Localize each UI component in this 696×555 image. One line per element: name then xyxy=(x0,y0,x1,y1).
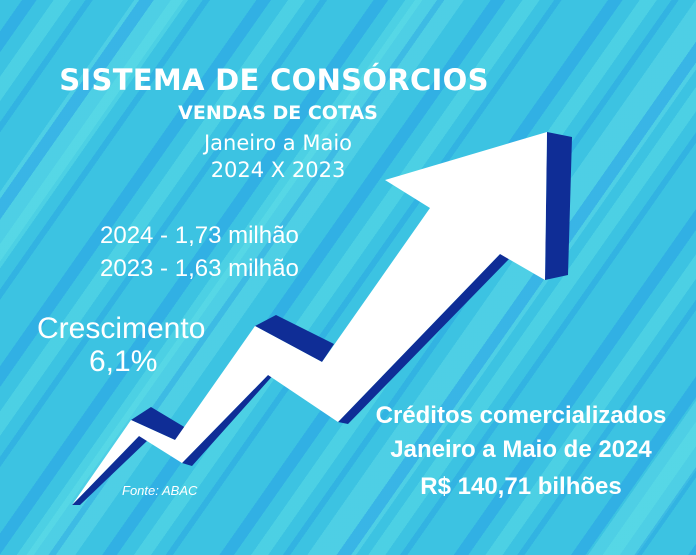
source-note: Fonte: ABAC xyxy=(122,483,198,498)
growth-value: 6,1% xyxy=(89,345,158,378)
growth-label: Crescimento xyxy=(37,312,206,345)
arrow-body xyxy=(72,132,547,505)
credits-value: R$ 140,71 bilhões xyxy=(420,473,622,500)
credits-period: Janeiro a Maio de 2024 xyxy=(390,436,652,463)
comparison-label: 2024 X 2023 xyxy=(210,158,346,182)
page-title: SISTEMA DE CONSÓRCIOS xyxy=(59,63,489,97)
credits-title: Créditos comercializados xyxy=(375,402,667,429)
period-label: Janeiro a Maio xyxy=(203,131,353,155)
sales-2023: 2023 - 1,63 milhão xyxy=(100,255,299,282)
arrow-shadow xyxy=(72,132,572,505)
page-subtitle: VENDAS DE COTAS xyxy=(178,102,378,124)
sales-2024: 2024 - 1,73 milhão xyxy=(100,222,299,249)
